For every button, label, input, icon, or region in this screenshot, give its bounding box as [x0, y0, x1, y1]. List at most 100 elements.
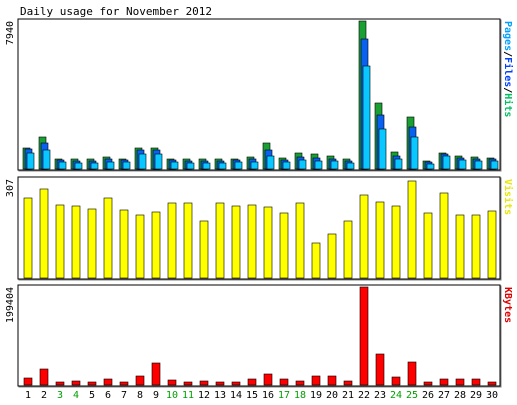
bar-hits-pages-day-27 [442, 155, 451, 170]
bar-kbytes-kbytes-day-12 [199, 380, 209, 386]
bar-kbytes-kbytes-day-13 [215, 381, 225, 386]
bar-visits-visits-day-16 [263, 206, 273, 279]
bar-visits-visits-day-17 [279, 212, 289, 279]
bar-kbytes-kbytes-day-7 [119, 381, 129, 386]
bar-kbytes-kbytes-day-5 [87, 381, 97, 386]
x-tick-label-day-27: 27 [438, 390, 450, 401]
x-tick-label-day-11: 11 [182, 390, 194, 401]
bar-kbytes-kbytes-day-11 [183, 381, 193, 386]
bar-visits-visits-day-9 [151, 211, 161, 279]
bar-hits-pages-day-10 [170, 161, 179, 170]
bar-hits-pages-day-21 [346, 162, 355, 170]
x-tick-label-day-8: 8 [137, 390, 143, 401]
x-tick-label-day-2: 2 [41, 390, 47, 401]
bar-kbytes-kbytes-day-21 [343, 380, 353, 386]
bar-hits-pages-day-25 [410, 136, 419, 170]
bar-kbytes-kbytes-day-15 [247, 378, 257, 386]
panel-kbytes: 199404 KBytes [5, 284, 513, 388]
bar-visits-visits-day-19 [311, 242, 321, 279]
bar-visits-visits-day-26 [423, 212, 433, 279]
bar-kbytes-kbytes-day-28 [455, 378, 465, 386]
x-tick-label-day-14: 14 [230, 390, 242, 401]
panel-hits-frame [17, 18, 501, 171]
bar-visits-visits-day-1 [23, 197, 33, 279]
bar-kbytes-kbytes-day-23 [375, 353, 385, 386]
x-tick-label-day-4: 4 [73, 390, 79, 401]
panel-hits-legend-part: Files [502, 57, 514, 87]
bar-kbytes-kbytes-day-2 [39, 368, 49, 386]
bar-visits-visits-day-12 [199, 220, 209, 279]
x-tick-label-day-7: 7 [121, 390, 127, 401]
bar-hits-pages-day-7 [122, 161, 131, 170]
bar-kbytes-kbytes-day-3 [55, 381, 65, 386]
panel-visits: 307 Visits [5, 176, 514, 281]
panel-hits-legend-part: / [502, 51, 513, 57]
bar-kbytes-kbytes-day-25 [407, 361, 417, 386]
bar-hits-pages-day-26 [426, 163, 435, 170]
bar-visits-visits-day-20 [327, 233, 337, 279]
bar-hits-pages-day-28 [458, 159, 467, 170]
bar-visits-visits-day-21 [343, 220, 353, 279]
bar-hits-pages-day-8 [138, 153, 147, 170]
bar-hits-pages-day-14 [234, 161, 243, 170]
bar-kbytes-kbytes-day-10 [167, 379, 177, 386]
x-tick-label-day-26: 26 [422, 390, 434, 401]
x-tick-label-day-9: 9 [153, 390, 159, 401]
x-tick-label-day-1: 1 [25, 390, 31, 401]
bar-visits-visits-day-29 [471, 214, 481, 279]
bar-visits-visits-day-8 [135, 214, 145, 279]
bar-visits-visits-day-13 [215, 202, 225, 279]
bar-kbytes-kbytes-day-17 [279, 378, 289, 386]
bar-hits-pages-day-11 [186, 162, 195, 170]
x-tick-label-day-12: 12 [198, 390, 210, 401]
x-tick-label-day-21: 21 [342, 390, 354, 401]
bar-visits-visits-day-3 [55, 204, 65, 279]
bar-visits-visits-day-14 [231, 205, 241, 279]
bar-hits-pages-day-2 [42, 149, 51, 170]
bar-kbytes-kbytes-day-9 [151, 362, 161, 386]
bar-hits-pages-day-19 [314, 160, 323, 170]
bar-visits-visits-day-7 [119, 209, 129, 279]
bar-visits-visits-day-4 [71, 205, 81, 279]
bar-visits-visits-day-2 [39, 188, 49, 279]
bar-kbytes-kbytes-day-4 [71, 380, 81, 386]
x-tick-label-day-20: 20 [326, 390, 338, 401]
panel-hits: 7940 Pages/Files/Hits [5, 18, 514, 172]
bar-visits-visits-day-6 [103, 197, 113, 279]
panel-hits-ymax-label: 7940 [5, 21, 16, 45]
panel-visits-legend-label: Visits [502, 179, 514, 215]
bar-hits-pages-day-17 [282, 161, 291, 170]
panel-kbytes-legend-label: KBytes [502, 287, 513, 323]
bar-visits-visits-day-15 [247, 204, 257, 279]
bar-hits-pages-day-30 [490, 160, 499, 170]
x-tick-label-day-23: 23 [374, 390, 386, 401]
bar-kbytes-kbytes-day-8 [135, 375, 145, 386]
x-tick-label-day-25: 25 [406, 390, 418, 401]
bar-hits-pages-day-16 [266, 155, 275, 170]
bar-kbytes-kbytes-day-16 [263, 373, 273, 386]
x-tick-label-day-28: 28 [454, 390, 466, 401]
bar-visits-visits-day-18 [295, 202, 305, 279]
bar-visits-visits-day-11 [183, 202, 193, 279]
bar-hits-pages-day-3 [58, 161, 67, 170]
bar-hits-pages-day-9 [154, 153, 163, 170]
x-tick-label-day-6: 6 [105, 390, 111, 401]
bar-kbytes-kbytes-day-14 [231, 381, 241, 386]
bar-visits-visits-day-24 [391, 205, 401, 279]
x-tick-label-day-30: 30 [486, 390, 498, 401]
panel-kbytes-ymax-label: 199404 [5, 287, 16, 323]
x-tick-label-day-10: 10 [166, 390, 178, 401]
panel-hits-legend-part: Pages [502, 21, 513, 51]
panel-visits-ymax-label: 307 [5, 179, 16, 197]
bar-kbytes-kbytes-day-27 [439, 378, 449, 386]
bar-visits-visits-day-30 [487, 210, 497, 279]
x-tick-label-day-15: 15 [246, 390, 258, 401]
bar-kbytes-kbytes-day-6 [103, 378, 113, 386]
bar-kbytes-kbytes-day-29 [471, 378, 481, 386]
bar-kbytes-kbytes-day-18 [295, 380, 305, 386]
x-tick-label-day-17: 17 [278, 390, 290, 401]
x-tick-label-day-24: 24 [390, 390, 402, 401]
x-tick-label-day-13: 13 [214, 390, 226, 401]
